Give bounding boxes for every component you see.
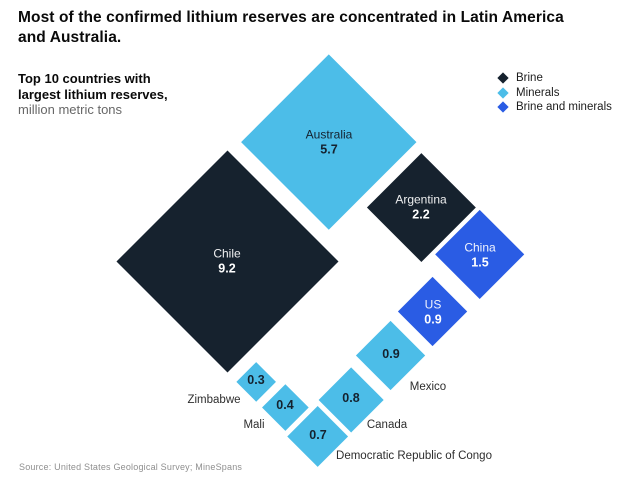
mark-label-argentina: Argentina 2.2	[395, 193, 446, 222]
chart-title-line-1: Most of the confirmed lithium reserves a…	[18, 9, 564, 26]
mark-label-china: China 1.5	[464, 241, 495, 270]
chart-subtitle: Top 10 countries with largest lithium re…	[18, 71, 168, 118]
country-label-zimbabwe: Zimbabwe	[187, 394, 241, 406]
mark-label-chile: Chile 9.2	[213, 247, 240, 276]
value-label: 0.8	[342, 390, 360, 405]
chart-title-line-2: and Australia.	[18, 29, 122, 46]
country-label-mali: Mali	[243, 419, 265, 431]
value-label: 5.7	[320, 142, 338, 156]
legend: Brine Minerals Brine and minerals	[496, 71, 612, 115]
subtitle-line-2: largest lithium reserves,	[18, 86, 168, 102]
value-label: 0.9	[382, 346, 400, 361]
subtitle-line-1: Top 10 countries with	[18, 71, 151, 86]
mark-label-australia: Australia 5.7	[306, 128, 353, 157]
value-label: 9.2	[218, 261, 236, 275]
mark-label-democratic-republic-of-congo: 0.7	[309, 428, 326, 443]
value-label: 0.4	[276, 397, 294, 412]
legend-item-minerals: Minerals	[496, 86, 612, 101]
mark-label-mali: 0.4	[276, 398, 293, 413]
legend-label-brine: Brine	[516, 72, 543, 85]
mark-label-us: US 0.9	[424, 298, 441, 327]
mark-label-zimbabwe: 0.3	[247, 373, 264, 388]
subtitle-unit: million metric tons	[18, 102, 123, 117]
country-label-canada: Canada	[366, 419, 408, 431]
country-label-mexico: Mexico	[409, 381, 447, 393]
country-label: China	[464, 240, 496, 255]
country-label: Chile	[213, 246, 241, 261]
value-label: 2.2	[412, 207, 430, 221]
value-label: 0.3	[247, 372, 265, 387]
value-label: 0.9	[424, 312, 442, 326]
country-label: US	[424, 297, 442, 312]
country-label: Argentina	[395, 192, 447, 207]
value-label: 0.7	[309, 427, 327, 442]
legend-label-minerals: Minerals	[516, 86, 560, 99]
country-label: Australia	[305, 127, 353, 142]
legend-item-brine: Brine	[496, 71, 612, 86]
value-label: 1.5	[471, 255, 489, 269]
country-label-democratic-republic-of-congo: Democratic Republic of Congo	[336, 450, 492, 462]
legend-label-brine-and-minerals: Brine and minerals	[516, 101, 612, 114]
source-note: Source: United States Geological Survey;…	[19, 462, 243, 472]
mark-label-mexico: 0.9	[382, 347, 399, 362]
mark-label-canada: 0.8	[342, 391, 359, 406]
legend-item-brine-and-minerals: Brine and minerals	[496, 100, 612, 115]
chart-title: Most of the confirmed lithium reserves a…	[18, 8, 622, 48]
